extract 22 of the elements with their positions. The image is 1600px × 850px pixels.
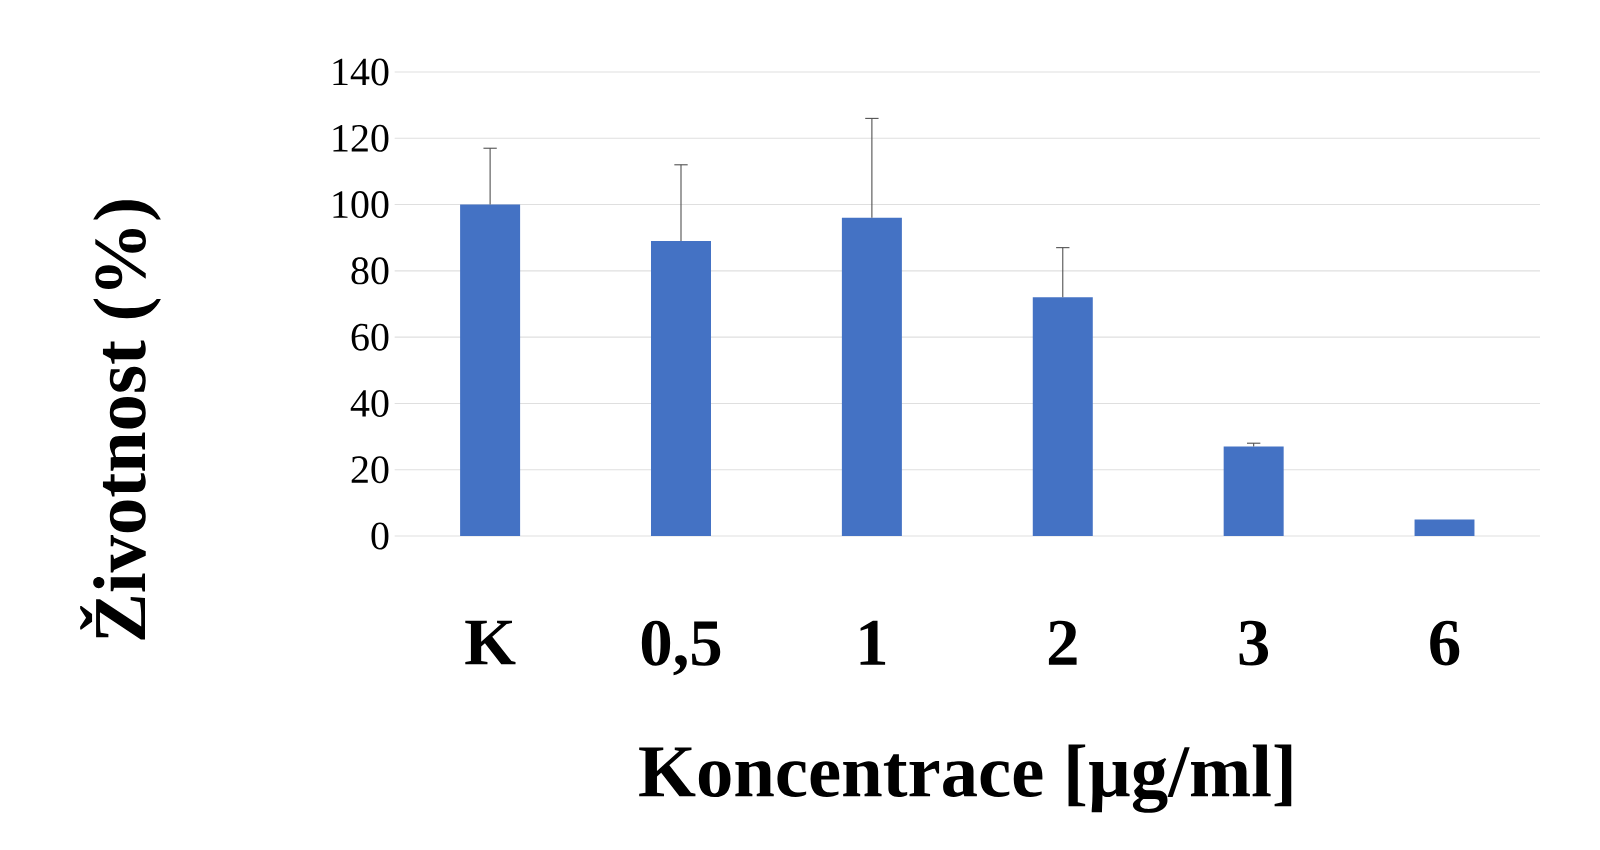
- bar: [460, 204, 521, 536]
- x-axis-title: Koncentrace [µg/ml]: [639, 744, 1292, 813]
- bar: [1032, 297, 1093, 536]
- y-tick-label: 0: [371, 522, 389, 550]
- y-tick-label: 120: [333, 124, 389, 152]
- y-tick-label: 140: [333, 58, 389, 86]
- y-axis-title: Životnost (%): [80, 200, 161, 640]
- y-tick-label: 40: [350, 389, 389, 417]
- x-tick-label: 0,5: [641, 620, 721, 676]
- y-tick-label: 20: [351, 456, 389, 484]
- bar: [841, 217, 902, 536]
- y-tick-label: 80: [351, 257, 389, 285]
- y-tick-label: 100: [333, 191, 389, 219]
- x-tick-label: 6: [1430, 620, 1460, 666]
- bar: [651, 241, 711, 536]
- x-tick-label: 1: [860, 620, 886, 665]
- y-tick-label: 60: [351, 323, 389, 351]
- bar: [1223, 446, 1284, 536]
- x-tick-label: 2: [1048, 620, 1077, 665]
- x-tick-label: 3: [1239, 620, 1269, 666]
- x-tick-label: K: [465, 620, 516, 665]
- bar: [1414, 519, 1475, 536]
